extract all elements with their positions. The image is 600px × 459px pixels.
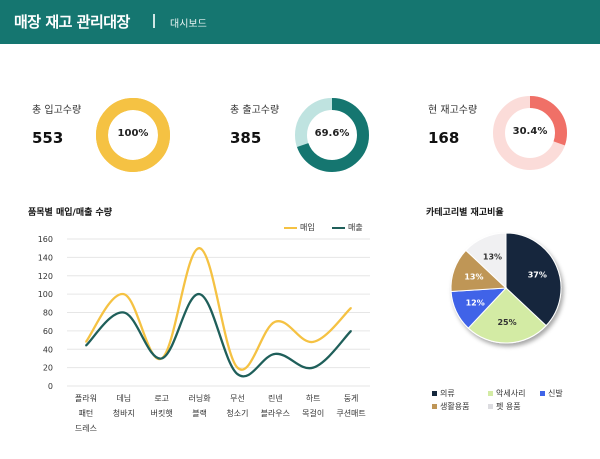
legend-purchase: 매입	[284, 222, 315, 233]
series-line-sales	[85, 292, 352, 378]
kpi-label-inbound: 총 입고수량	[32, 105, 82, 116]
kpi-value-outbound: 385	[230, 129, 262, 147]
legend-label: 생활용품	[440, 402, 470, 411]
line-chart-title: 품목별 매입/매출 수량	[28, 208, 113, 218]
legend-swatch	[332, 226, 345, 229]
legend-swatch	[432, 391, 437, 396]
legend-swatch	[284, 226, 297, 229]
x-tick-label: 린넨 블라우스	[260, 394, 291, 418]
data-point	[274, 353, 277, 355]
series-line-purchase	[84, 247, 352, 371]
pie-legend-item: 악세사리	[488, 388, 525, 399]
data-point	[123, 311, 125, 314]
x-tick-label: 하트 목걸이	[302, 394, 325, 418]
y-tick-label: 100	[38, 290, 53, 299]
x-tick-label: 데님 청바지	[112, 394, 135, 418]
legend-swatch	[488, 404, 493, 409]
page-subtitle: 대시보드	[170, 19, 207, 30]
donut-fill	[96, 98, 170, 172]
donut-outbound	[295, 98, 369, 172]
legend-swatch	[432, 404, 437, 409]
x-tick-label: 러닝화 블랙	[188, 394, 211, 418]
data-point	[198, 293, 201, 295]
legend-label: 매출	[348, 223, 363, 232]
pie-chart: 37% 25% 12% 13% 13%	[450, 232, 562, 344]
pie-value-label: 37%	[528, 270, 547, 279]
x-tick-label: 둥게 쿠션매트	[336, 394, 366, 418]
data-point	[350, 307, 352, 309]
pie-chart-title: 카테고리별 재고비율	[426, 208, 504, 218]
kpi-value-inbound: 553	[32, 129, 64, 147]
header-divider	[153, 14, 155, 28]
x-tick-label: 플라워 패턴 드레스	[74, 394, 97, 433]
line-chart: 0 20 40 60 80 100 120 140 160	[38, 235, 370, 391]
data-point	[274, 320, 277, 323]
legend-sales: 매출	[332, 222, 363, 233]
donut-stock	[493, 96, 567, 170]
y-tick-label: 160	[38, 235, 53, 244]
data-point	[85, 344, 87, 347]
donut-percent-outbound: 69.6%	[314, 128, 350, 139]
data-point	[123, 293, 125, 295]
y-tick-label: 20	[43, 364, 53, 373]
data-point	[236, 373, 239, 375]
donut-inbound	[96, 98, 170, 172]
y-tick-label: 60	[43, 327, 53, 336]
x-tick-label: 무선 청소기	[226, 394, 249, 418]
pie-value-label: 13%	[483, 253, 502, 262]
pie-value-label: 13%	[464, 272, 483, 281]
kpi-label-outbound: 총 출고수량	[230, 105, 280, 116]
pie-slice-pet	[465, 232, 507, 290]
legend-swatch	[540, 391, 545, 396]
y-tick-label: 120	[38, 272, 53, 281]
data-point	[198, 247, 201, 249]
y-tick-label: 140	[38, 253, 53, 262]
donut-percent-inbound: 100%	[117, 128, 149, 139]
donut-fill	[493, 96, 567, 170]
x-tick-label: 로고 버킷햇	[150, 394, 173, 418]
legend-label: 신발	[548, 389, 563, 398]
pie-legend-item: 신발	[540, 388, 563, 399]
pie-legend-item: 펫 용품	[488, 401, 521, 412]
data-point	[350, 330, 352, 332]
y-tick-label: 80	[43, 309, 53, 318]
donut-percent-stock: 30.4%	[512, 126, 548, 137]
y-tick-label: 0	[48, 382, 53, 391]
kpi-label-stock: 현 재고수량	[428, 105, 478, 116]
data-point	[312, 366, 314, 369]
pie-value-label: 25%	[497, 318, 516, 327]
legend-label: 펫 용품	[496, 402, 521, 411]
legend-swatch	[488, 391, 493, 396]
legend-label: 악세사리	[496, 389, 526, 398]
pie-legend-item: 생활용품	[432, 401, 469, 412]
header-bar: 매장 재고 관리대장 대시보드	[0, 0, 600, 44]
pie-value-label: 12%	[466, 299, 485, 308]
data-point	[85, 341, 87, 343]
page-title: 매장 재고 관리대장	[14, 13, 130, 31]
donut-fill	[295, 98, 369, 172]
data-point	[312, 341, 314, 343]
y-tick-label: 40	[43, 345, 53, 354]
kpi-value-stock: 168	[428, 129, 460, 147]
data-point	[236, 366, 239, 369]
pie-legend-item: 의류	[432, 388, 455, 399]
legend-label: 의류	[440, 389, 455, 398]
pie-slice-accessories	[467, 287, 547, 344]
data-point	[160, 357, 163, 360]
pie-slice-clothing	[505, 232, 562, 327]
legend-label: 매입	[300, 223, 315, 232]
